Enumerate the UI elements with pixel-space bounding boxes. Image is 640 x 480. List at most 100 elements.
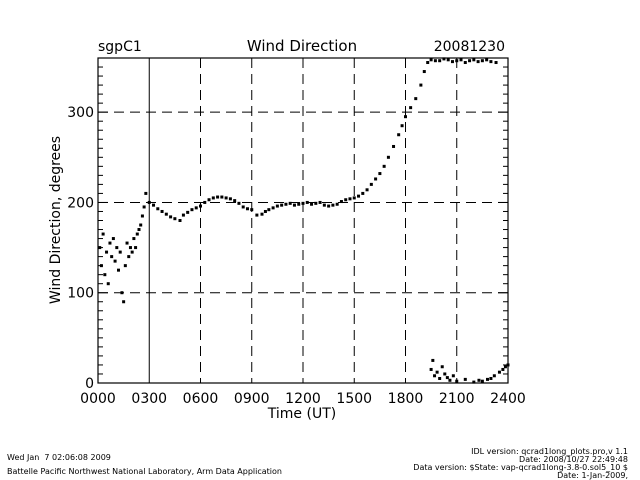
data-point (433, 374, 437, 378)
data-point (245, 207, 249, 211)
data-point (101, 232, 105, 236)
x-tick-label: 1500 (336, 391, 372, 407)
data-point (369, 182, 373, 186)
data-point (426, 61, 430, 65)
data-point (448, 378, 452, 382)
data-point (480, 379, 484, 383)
data-point (431, 358, 435, 362)
plot-frame (97, 57, 509, 384)
data-point (106, 282, 110, 286)
x-axis-label: Time (UT) (267, 406, 336, 422)
x-tick-label: 0600 (183, 391, 219, 407)
data-point (477, 378, 481, 382)
data-point (494, 61, 498, 65)
data-point (284, 202, 288, 206)
x-tick-label: 1200 (285, 391, 321, 407)
data-point (489, 60, 493, 64)
data-point (260, 212, 264, 216)
data-point (443, 372, 447, 376)
data-point (132, 237, 136, 241)
x-tick-label: 1800 (388, 391, 424, 407)
x-tick-label: 0900 (234, 391, 270, 407)
y-tick-label: 100 (67, 286, 94, 302)
data-point (476, 60, 480, 64)
data-point (140, 214, 144, 218)
data-point (378, 172, 382, 176)
data-point (348, 197, 352, 201)
data-point (374, 177, 378, 181)
data-point (442, 57, 446, 61)
data-point (503, 365, 507, 369)
data-point (216, 195, 220, 199)
data-point (318, 200, 322, 204)
y-tick-label: 300 (67, 105, 94, 121)
data-point (267, 208, 271, 212)
data-point (455, 379, 459, 383)
data-point (392, 144, 396, 148)
data-point (438, 59, 442, 63)
data-point (497, 370, 501, 374)
footer-timestamp: Wed Jan 7 02:06:08 2009 (7, 453, 111, 462)
data-point (322, 203, 326, 207)
data-point (310, 202, 314, 206)
data-point (241, 205, 245, 209)
data-point (301, 201, 305, 205)
data-point (297, 202, 301, 206)
data-point (357, 194, 361, 198)
data-point (250, 208, 254, 212)
data-point (344, 198, 348, 202)
data-point (211, 196, 215, 200)
data-point (113, 259, 117, 263)
data-point (459, 58, 463, 62)
data-point (233, 199, 237, 203)
footer-idl-date: Date: 2008/10/27 22:49:48 (519, 455, 628, 464)
x-tick-label: 0000 (80, 391, 116, 407)
data-point (123, 264, 127, 268)
data-point (463, 61, 467, 65)
data-point (224, 196, 228, 200)
data-point (186, 210, 190, 214)
data-point (105, 250, 109, 254)
data-point (404, 115, 407, 119)
data-point (110, 255, 114, 259)
data-point (429, 58, 433, 62)
data-point (117, 268, 120, 272)
data-point (255, 213, 259, 217)
data-point (472, 380, 476, 384)
data-point (199, 204, 202, 208)
data-point (156, 207, 160, 211)
data-point (361, 191, 365, 195)
data-point (128, 246, 132, 250)
y-tick-label: 200 (67, 195, 94, 211)
data-point (237, 201, 241, 205)
y-tick-label: 0 (85, 376, 94, 392)
footer-idl-version: IDL version: qcrad1long_plots.pro,v 1.1 (471, 447, 628, 456)
data-point (130, 250, 134, 254)
data-point (137, 228, 141, 232)
data-point (409, 106, 413, 110)
data-point (103, 273, 107, 277)
data-point (122, 300, 126, 304)
data-point (220, 195, 224, 199)
data-point (451, 374, 455, 378)
data-point (386, 155, 390, 159)
data-point (99, 264, 103, 268)
data-point (314, 201, 318, 205)
data-point (397, 133, 401, 137)
data-point (400, 124, 404, 128)
data-point (144, 191, 148, 195)
data-point (331, 203, 335, 207)
data-point (440, 365, 444, 369)
x-tick-label: 2400 (490, 391, 526, 407)
data-point (292, 203, 296, 207)
data-point (203, 200, 207, 204)
chart-title: Wind Direction (247, 37, 357, 55)
data-point (160, 209, 164, 213)
data-point (327, 204, 331, 208)
data-point (135, 232, 139, 236)
data-point (435, 370, 439, 374)
data-point (152, 203, 156, 207)
data-point (419, 83, 423, 87)
data-point (194, 206, 198, 210)
